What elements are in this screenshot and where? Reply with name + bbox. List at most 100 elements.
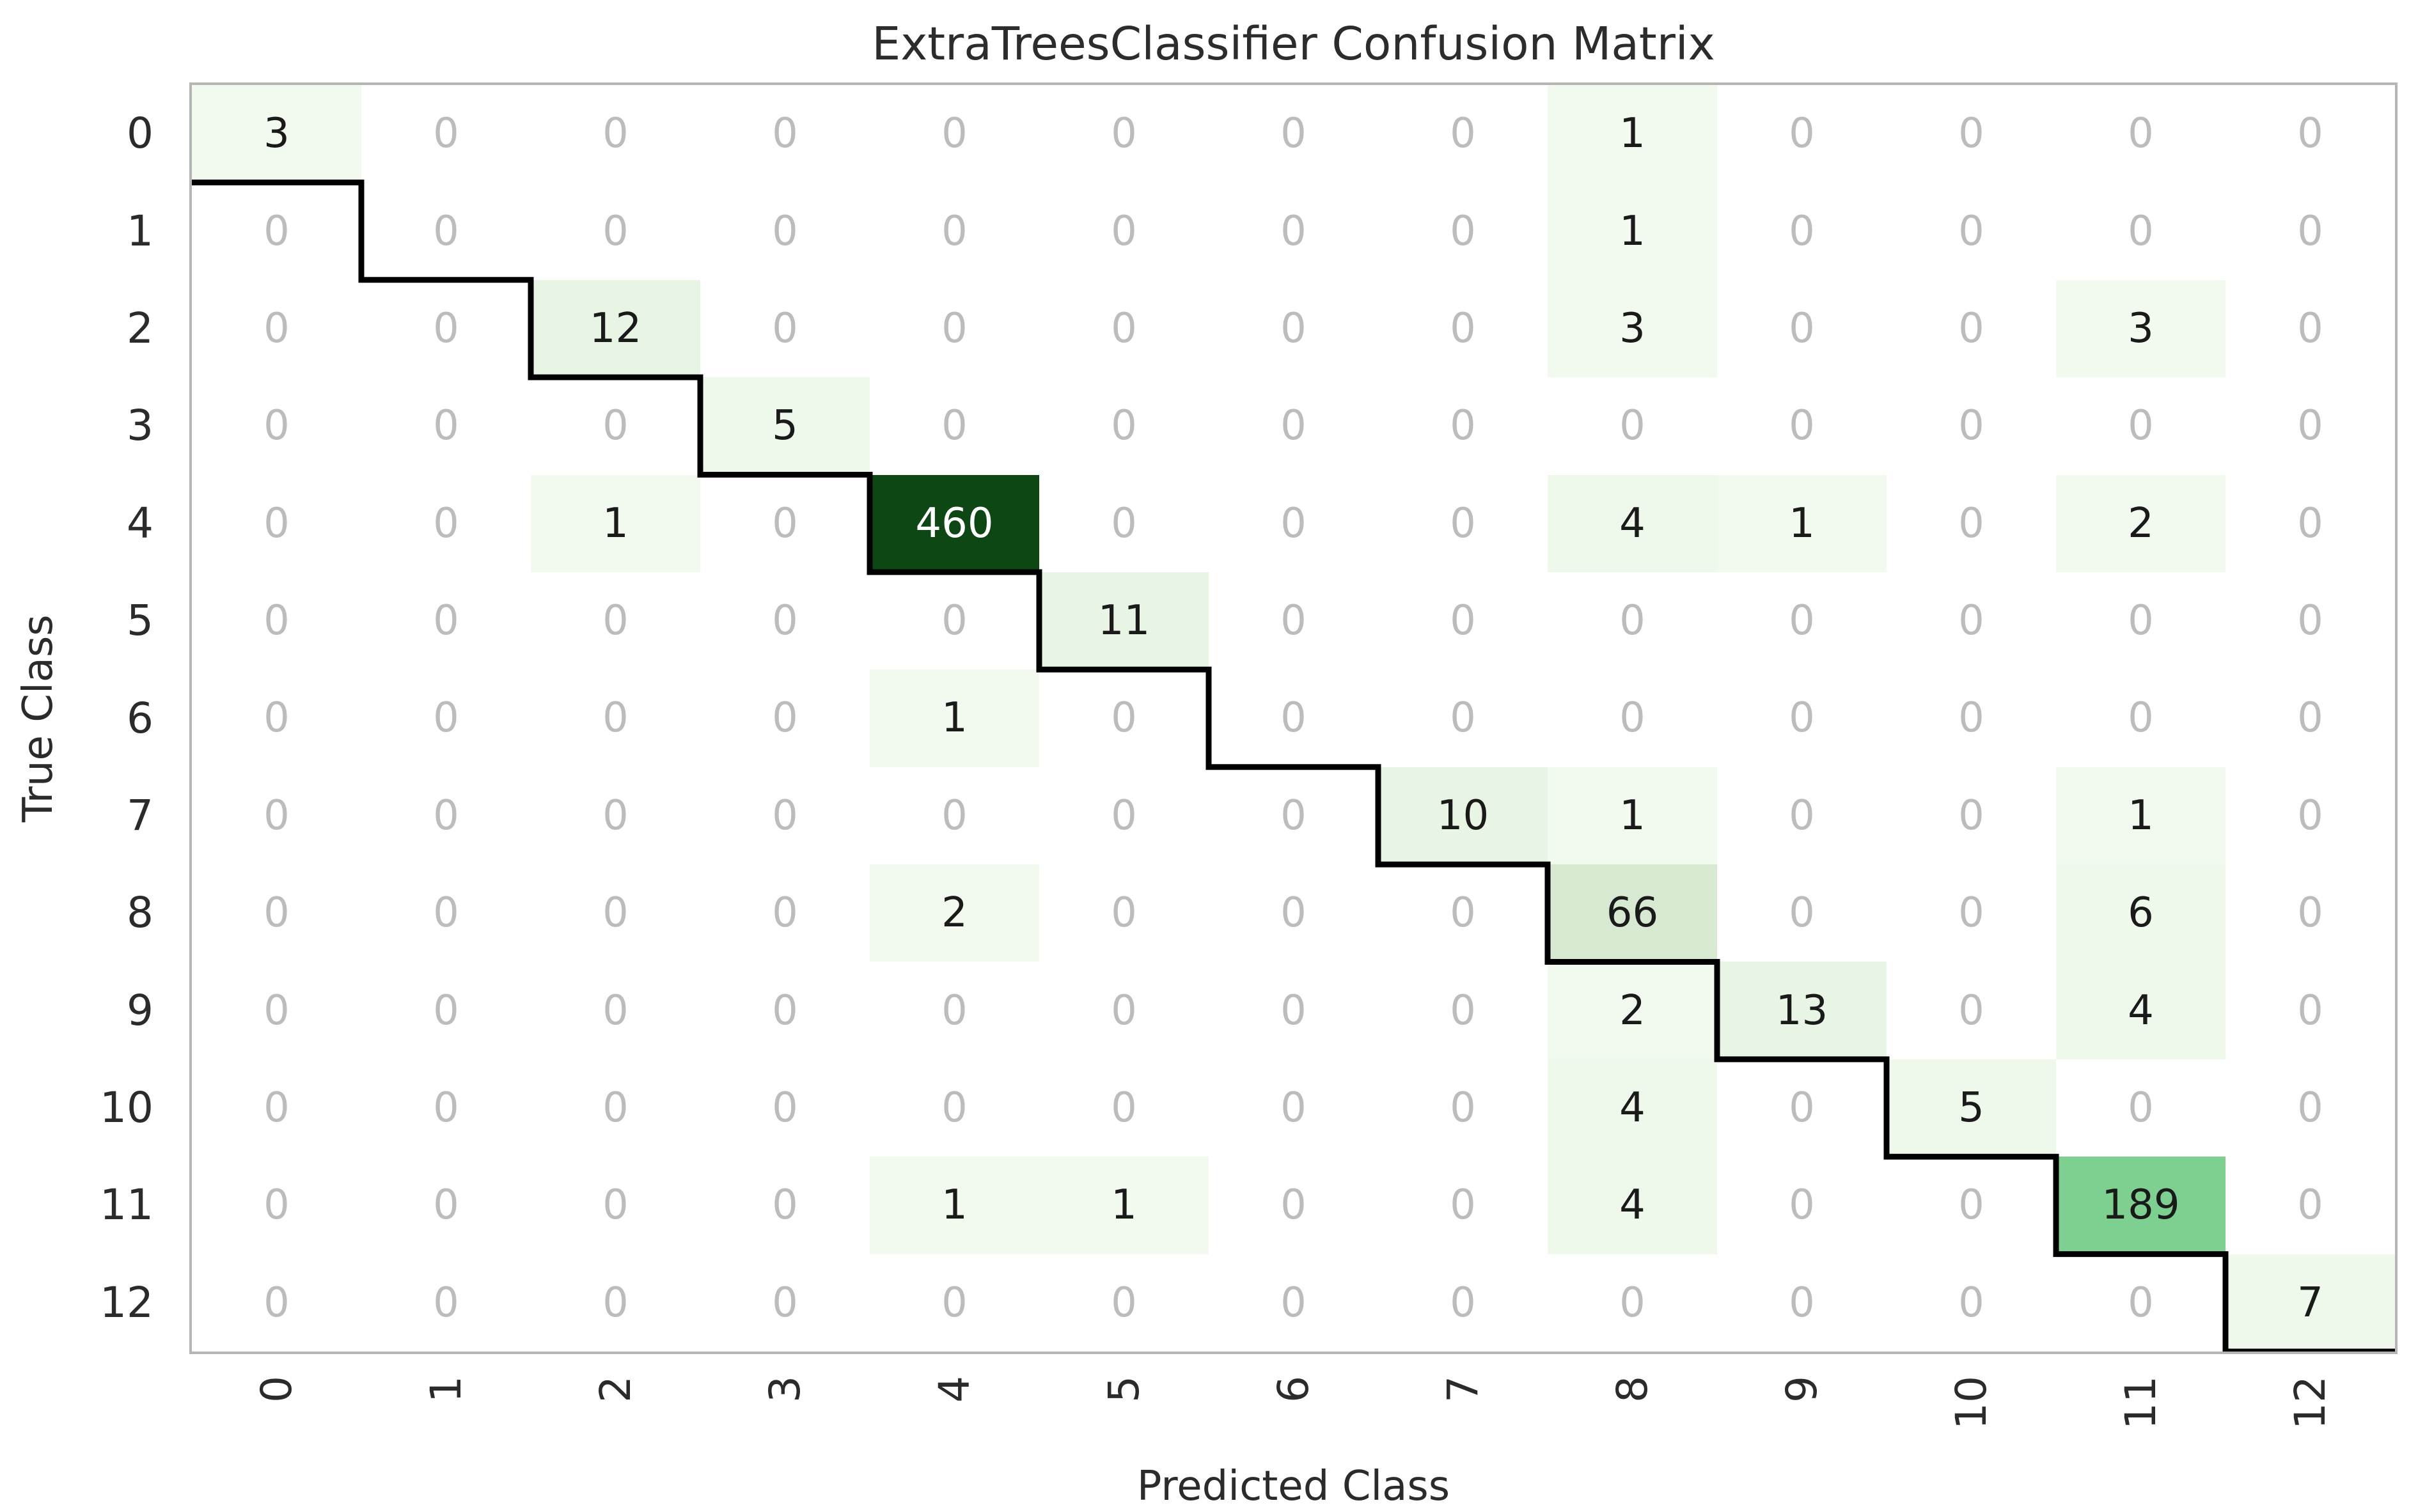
- y-tick-label-1: 1: [127, 206, 153, 256]
- matrix-cell-r6-c6: 0: [1209, 669, 1378, 767]
- matrix-cell-r5-c8: 0: [1548, 572, 1717, 670]
- y-tick-label-6: 6: [127, 693, 153, 743]
- y-tick-label-7: 7: [127, 790, 153, 840]
- matrix-cell-r8-c6: 0: [1209, 864, 1378, 962]
- matrix-cell-r4-c4: 460: [870, 474, 1039, 572]
- matrix-cell-r0-c1: 0: [361, 85, 531, 183]
- matrix-cell-r0-c4: 0: [870, 85, 1039, 183]
- matrix-cell-r11-c8: 4: [1548, 1157, 1717, 1254]
- matrix-cell-r1-c5: 0: [1039, 182, 1209, 280]
- matrix-cell-r10-c12: 0: [2226, 1059, 2395, 1157]
- matrix-cell-r6-c2: 0: [531, 669, 700, 767]
- matrix-cell-r1-c12: 0: [2226, 182, 2395, 280]
- matrix-cell-r4-c1: 0: [361, 474, 531, 572]
- y-tick-label-9: 9: [127, 985, 153, 1035]
- matrix-cell-r10-c9: 0: [1717, 1059, 1887, 1157]
- matrix-cell-r3-c1: 0: [361, 377, 531, 475]
- matrix-cell-r1-c1: 0: [361, 182, 531, 280]
- matrix-cell-r3-c8: 0: [1548, 377, 1717, 475]
- matrix-cell-r0-c7: 0: [1378, 85, 1548, 183]
- matrix-cell-r0-c0: 3: [192, 85, 361, 183]
- y-tick-label-3: 3: [127, 401, 153, 451]
- matrix-cell-r5-c4: 0: [870, 572, 1039, 670]
- matrix-cell-r6-c9: 0: [1717, 669, 1887, 767]
- matrix-cell-r4-c11: 2: [2056, 474, 2226, 572]
- heatmap-cells: 3 0 0 0 0 0 0 0 1 0 0 0 0 0 0 0 0 0 0 0 0 1 0 0 0 0 0 0 12 0 0 0 0 0 3 0 0 3 0…: [192, 85, 2395, 1352]
- matrix-cell-r9-c3: 0: [700, 962, 870, 1059]
- matrix-cell-r5-c1: 0: [361, 572, 531, 670]
- matrix-cell-r11-c12: 0: [2226, 1157, 2395, 1254]
- matrix-cell-r11-c10: 0: [1887, 1157, 2056, 1254]
- matrix-cell-r7-c2: 0: [531, 767, 700, 865]
- matrix-cell-r12-c11: 0: [2056, 1254, 2226, 1352]
- matrix-cell-r9-c2: 0: [531, 962, 700, 1059]
- matrix-cell-r6-c1: 0: [361, 669, 531, 767]
- matrix-cell-r7-c9: 0: [1717, 767, 1887, 865]
- matrix-cell-r4-c0: 0: [192, 474, 361, 572]
- x-tick-label-7: 7: [1438, 1376, 1488, 1403]
- matrix-cell-r12-c5: 0: [1039, 1254, 1209, 1352]
- matrix-cell-r3-c4: 0: [870, 377, 1039, 475]
- x-tick-label-12: 12: [2285, 1376, 2335, 1430]
- matrix-cell-r1-c3: 0: [700, 182, 870, 280]
- matrix-cell-r4-c5: 0: [1039, 474, 1209, 572]
- matrix-cell-r10-c7: 0: [1378, 1059, 1548, 1157]
- matrix-cell-r2-c8: 3: [1548, 279, 1717, 378]
- matrix-cell-r6-c8: 0: [1548, 669, 1717, 767]
- matrix-cell-r1-c10: 0: [1887, 182, 2056, 280]
- matrix-cell-r7-c6: 0: [1209, 767, 1378, 865]
- x-tick-label-6: 6: [1268, 1376, 1318, 1403]
- matrix-cell-r12-c9: 0: [1717, 1254, 1887, 1352]
- y-axis-title: True Class: [15, 614, 62, 822]
- matrix-cell-r10-c6: 0: [1209, 1059, 1378, 1157]
- matrix-cell-r8-c0: 0: [192, 864, 361, 962]
- matrix-cell-r8-c8: 66: [1548, 864, 1717, 962]
- x-axis-title: Predicted Class: [1136, 1463, 1450, 1510]
- matrix-cell-r8-c4: 2: [870, 864, 1039, 962]
- matrix-cell-r2-c1: 0: [361, 279, 531, 378]
- matrix-cell-r7-c3: 0: [700, 767, 870, 865]
- x-tick-label-5: 5: [1099, 1376, 1149, 1403]
- matrix-cell-r6-c3: 0: [700, 669, 870, 767]
- matrix-cell-r1-c8: 1: [1548, 182, 1717, 280]
- matrix-cell-r4-c9: 1: [1717, 474, 1887, 572]
- matrix-cell-r0-c6: 0: [1209, 85, 1378, 183]
- matrix-cell-r9-c6: 0: [1209, 962, 1378, 1059]
- matrix-cell-r11-c2: 0: [531, 1157, 700, 1254]
- matrix-cell-r7-c10: 0: [1887, 767, 2056, 865]
- matrix-cell-r9-c0: 0: [192, 962, 361, 1059]
- matrix-cell-r6-c10: 0: [1887, 669, 2056, 767]
- y-tick-label-4: 4: [127, 498, 153, 548]
- matrix-cell-r1-c9: 0: [1717, 182, 1887, 280]
- matrix-cell-r6-c12: 0: [2226, 669, 2395, 767]
- matrix-cell-r5-c5: 11: [1039, 572, 1209, 670]
- matrix-cell-r3-c5: 0: [1039, 377, 1209, 475]
- matrix-cell-r2-c7: 0: [1378, 279, 1548, 378]
- y-tick-label-5: 5: [127, 596, 153, 646]
- matrix-cell-r2-c5: 0: [1039, 279, 1209, 378]
- matrix-cell-r9-c11: 4: [2056, 962, 2226, 1059]
- matrix-cell-r9-c4: 0: [870, 962, 1039, 1059]
- matrix-cell-r10-c8: 4: [1548, 1059, 1717, 1157]
- x-tick-label-3: 3: [760, 1376, 810, 1403]
- matrix-cell-r12-c7: 0: [1378, 1254, 1548, 1352]
- matrix-cell-r9-c7: 0: [1378, 962, 1548, 1059]
- matrix-cell-r9-c9: 13: [1717, 962, 1887, 1059]
- matrix-cell-r6-c0: 0: [192, 669, 361, 767]
- matrix-cell-r5-c6: 0: [1209, 572, 1378, 670]
- matrix-cell-r12-c6: 0: [1209, 1254, 1378, 1352]
- matrix-cell-r5-c2: 0: [531, 572, 700, 670]
- matrix-cell-r8-c3: 0: [700, 864, 870, 962]
- matrix-cell-r12-c10: 0: [1887, 1254, 2056, 1352]
- matrix-cell-r2-c11: 3: [2056, 279, 2226, 378]
- matrix-cell-r1-c6: 0: [1209, 182, 1378, 280]
- plot-area: 3 0 0 0 0 0 0 0 1 0 0 0 0 0 0 0 0 0 0 0 0 1 0 0 0 0 0 0 12 0 0 0 0 0 3 0 0 3 0…: [189, 82, 2398, 1354]
- matrix-cell-r3-c7: 0: [1378, 377, 1548, 475]
- matrix-cell-r4-c6: 0: [1209, 474, 1378, 572]
- matrix-cell-r4-c2: 1: [531, 474, 700, 572]
- matrix-cell-r4-c8: 4: [1548, 474, 1717, 572]
- matrix-cell-r8-c11: 6: [2056, 864, 2226, 962]
- matrix-cell-r11-c6: 0: [1209, 1157, 1378, 1254]
- matrix-cell-r7-c12: 0: [2226, 767, 2395, 865]
- matrix-cell-r0-c12: 0: [2226, 85, 2395, 183]
